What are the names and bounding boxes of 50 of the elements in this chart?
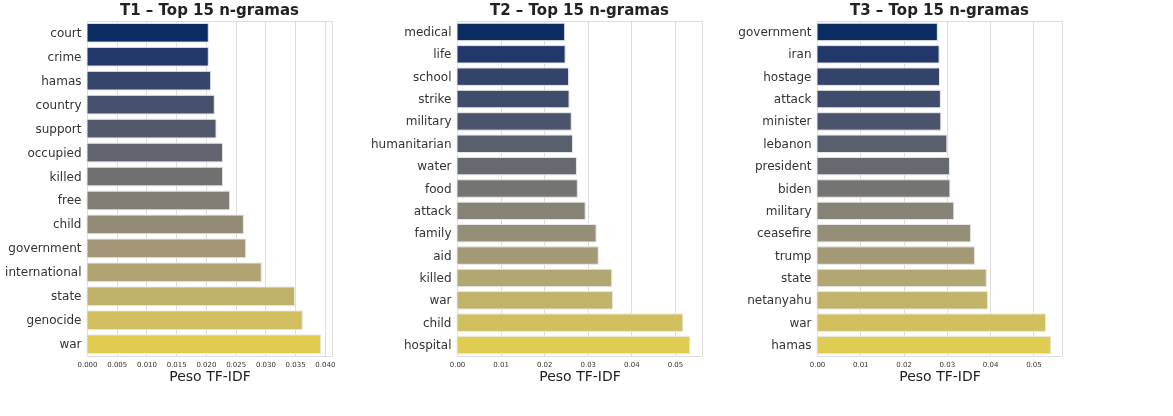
- y-tick-label: killed: [49, 169, 82, 184]
- x-axis-title: Peso TF-IDF: [899, 367, 981, 384]
- y-tick-label: family: [414, 226, 452, 241]
- x-axis-title: Peso TF-IDF: [539, 367, 621, 384]
- y-tick-label: occupied: [27, 145, 82, 160]
- y-tick-label: food: [424, 181, 452, 196]
- y-tick-label: aid: [433, 248, 452, 263]
- y-tick-label: government: [8, 241, 82, 256]
- y-tick-label: attack: [773, 92, 812, 107]
- y-tick-label: trump: [774, 248, 812, 263]
- y-tick-label: court: [50, 25, 82, 40]
- chart-title: T1 – Top 15 n-gramas: [119, 1, 300, 19]
- y-tick-label: state: [781, 270, 812, 285]
- y-tick-label: war: [59, 337, 82, 352]
- y-tick-label: lebanon: [763, 136, 812, 151]
- y-tick-label: hostage: [763, 69, 812, 84]
- y-tick-label: child: [423, 315, 452, 330]
- y-tick-label: ceasefire: [756, 226, 812, 241]
- y-tick-label: attack: [413, 203, 452, 218]
- y-tick-label: free: [57, 193, 82, 208]
- y-tick-label: government: [738, 24, 812, 39]
- y-tick-label: war: [789, 315, 812, 330]
- y-tick-label: minister: [762, 114, 812, 129]
- y-tick-label: war: [429, 293, 452, 308]
- y-tick-label: hamas: [41, 73, 82, 88]
- y-tick-label: water: [417, 159, 452, 174]
- y-tick-label: school: [413, 69, 452, 84]
- y-tick-label: state: [51, 289, 82, 304]
- y-tick-label: iran: [788, 47, 812, 62]
- chart-title: T2 – Top 15 n-gramas: [489, 1, 670, 19]
- y-tick-label: support: [35, 121, 82, 136]
- y-tick-label: strike: [418, 92, 452, 107]
- y-tick-label: crime: [47, 49, 82, 64]
- y-tick-label: genocide: [26, 313, 82, 328]
- y-tick-label: child: [53, 217, 82, 232]
- y-tick-label: hospital: [403, 338, 452, 353]
- y-tick-label: military: [765, 203, 812, 218]
- y-tick-label: killed: [419, 270, 452, 285]
- y-tick-label: country: [35, 97, 82, 112]
- y-tick-label: humanitarian: [371, 136, 452, 151]
- y-tick-label: biden: [777, 181, 812, 196]
- y-tick-label: life: [433, 47, 452, 62]
- y-tick-label: military: [405, 114, 452, 129]
- chart-title: T3 – Top 15 n-gramas: [849, 1, 1030, 19]
- y-tick-label: hamas: [771, 338, 812, 353]
- y-tick-label: netanyahu: [747, 293, 812, 308]
- y-tick-label: president: [754, 159, 812, 174]
- y-tick-label: international: [5, 265, 82, 280]
- y-tick-label: medical: [404, 24, 452, 39]
- x-axis-title: Peso TF-IDF: [169, 367, 251, 384]
